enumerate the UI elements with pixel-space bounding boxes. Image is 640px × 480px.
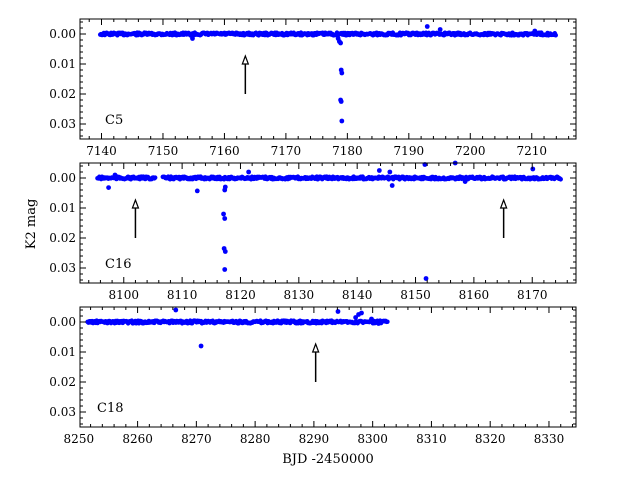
data-point: [387, 169, 393, 175]
x-axis-label: BJD -2450000: [282, 452, 374, 467]
x-tick-label: 8130: [284, 288, 315, 302]
y-tick-label: 0.01: [49, 57, 76, 71]
y-tick-label: 0.02: [49, 87, 76, 101]
x-tick-label: 7210: [516, 144, 547, 158]
x-tick-label: 8280: [240, 432, 271, 446]
plot-frame: [79, 18, 577, 140]
plot-frame: [79, 162, 577, 284]
x-tick-label: 8110: [167, 288, 198, 302]
panel-c18: 8250 8260 8270 8280 8290 8300 8310 8320 8330 0.00…: [49, 306, 577, 446]
x-tick-label: 8300: [357, 432, 388, 446]
x-tick-label: 8120: [225, 288, 256, 302]
data-point: [359, 310, 364, 316]
x-tick-label: 8100: [108, 288, 139, 302]
marker-arrow-head: [131, 198, 140, 209]
x-tick-label: 8160: [459, 288, 490, 302]
panel-campaign-label: C5: [105, 113, 123, 128]
y-tick-label: 0.00: [49, 171, 76, 185]
data-point: [222, 216, 228, 221]
data-point: [338, 40, 343, 46]
panel-c5: 7140 7150 7160 7170 7180 7190 7200 7210 0.00 0.01…: [49, 18, 577, 158]
y-tick-label: 0.02: [49, 231, 76, 245]
data-point: [376, 168, 382, 173]
data-point: [532, 28, 538, 34]
data-point: [190, 36, 195, 41]
data-point: [530, 166, 536, 172]
data-point: [173, 307, 179, 313]
x-tick-label: 7180: [332, 144, 363, 158]
data-point: [112, 172, 118, 178]
plot-frame: [79, 306, 577, 428]
y-tick-label: 0.00: [49, 27, 76, 41]
marker-arrow-head: [499, 198, 508, 209]
data-point: [221, 211, 226, 217]
data-point: [335, 309, 341, 314]
data-point: [353, 315, 359, 320]
data-point: [222, 267, 228, 272]
x-tick-label: 7140: [86, 144, 117, 158]
data-point: [369, 316, 374, 322]
x-tick-label: 8270: [181, 432, 212, 446]
data-point: [462, 179, 468, 185]
y-tick-label: 0.03: [49, 261, 76, 275]
data-point: [423, 276, 429, 281]
y-tick-label: 0.03: [49, 405, 76, 419]
data-point: [437, 27, 443, 32]
x-tick-label: 7190: [394, 144, 425, 158]
panel-campaign-label: C16: [105, 257, 132, 272]
marker-arrow-head: [311, 342, 320, 353]
data-point: [558, 177, 563, 182]
x-tick-label: 8260: [122, 432, 153, 446]
baseline-series-segment: [97, 30, 558, 38]
data-point: [385, 319, 390, 325]
x-tick-label: 7150: [148, 144, 179, 158]
panel-campaign-label: C18: [97, 401, 124, 416]
y-axis-label: K2 mag: [24, 199, 39, 250]
y-tick-label: 0.03: [49, 117, 76, 131]
data-point: [553, 32, 558, 38]
data-point: [389, 183, 395, 188]
panel-c16: 8100 8110 8120 8130 8140 8150 8160 8170 0.00 0.01…: [49, 160, 577, 302]
data-point: [339, 70, 345, 76]
baseline-series-segment: [160, 174, 563, 182]
data-point: [194, 188, 200, 194]
data-point: [106, 185, 111, 191]
data-point: [222, 184, 228, 190]
x-tick-label: 8330: [534, 432, 565, 446]
y-tick-label: 0.01: [49, 201, 76, 215]
y-tick-label: 0.02: [49, 375, 76, 389]
marker-arrow-head: [241, 54, 250, 65]
y-tick-label: 0.00: [49, 315, 76, 329]
x-tick-label: 7200: [455, 144, 486, 158]
x-tick-label: 8290: [299, 432, 330, 446]
x-tick-label: 8170: [517, 288, 548, 302]
x-tick-label: 8320: [475, 432, 506, 446]
y-tick-label: 0.01: [49, 345, 76, 359]
data-point: [339, 118, 345, 124]
data-point: [376, 321, 381, 326]
data-point: [152, 175, 158, 180]
baseline-series-segment: [95, 174, 158, 182]
data-point: [246, 169, 252, 175]
x-tick-label: 8250: [64, 432, 95, 446]
data-point: [424, 24, 430, 29]
baseline-series-segment: [85, 318, 390, 326]
x-tick-label: 7170: [271, 144, 302, 158]
x-tick-label: 8140: [342, 288, 373, 302]
data-point: [222, 249, 228, 254]
x-tick-label: 7160: [209, 144, 240, 158]
x-tick-label: 8310: [416, 432, 447, 446]
data-point: [338, 99, 344, 104]
data-point: [198, 343, 204, 349]
x-tick-label: 8150: [400, 288, 431, 302]
